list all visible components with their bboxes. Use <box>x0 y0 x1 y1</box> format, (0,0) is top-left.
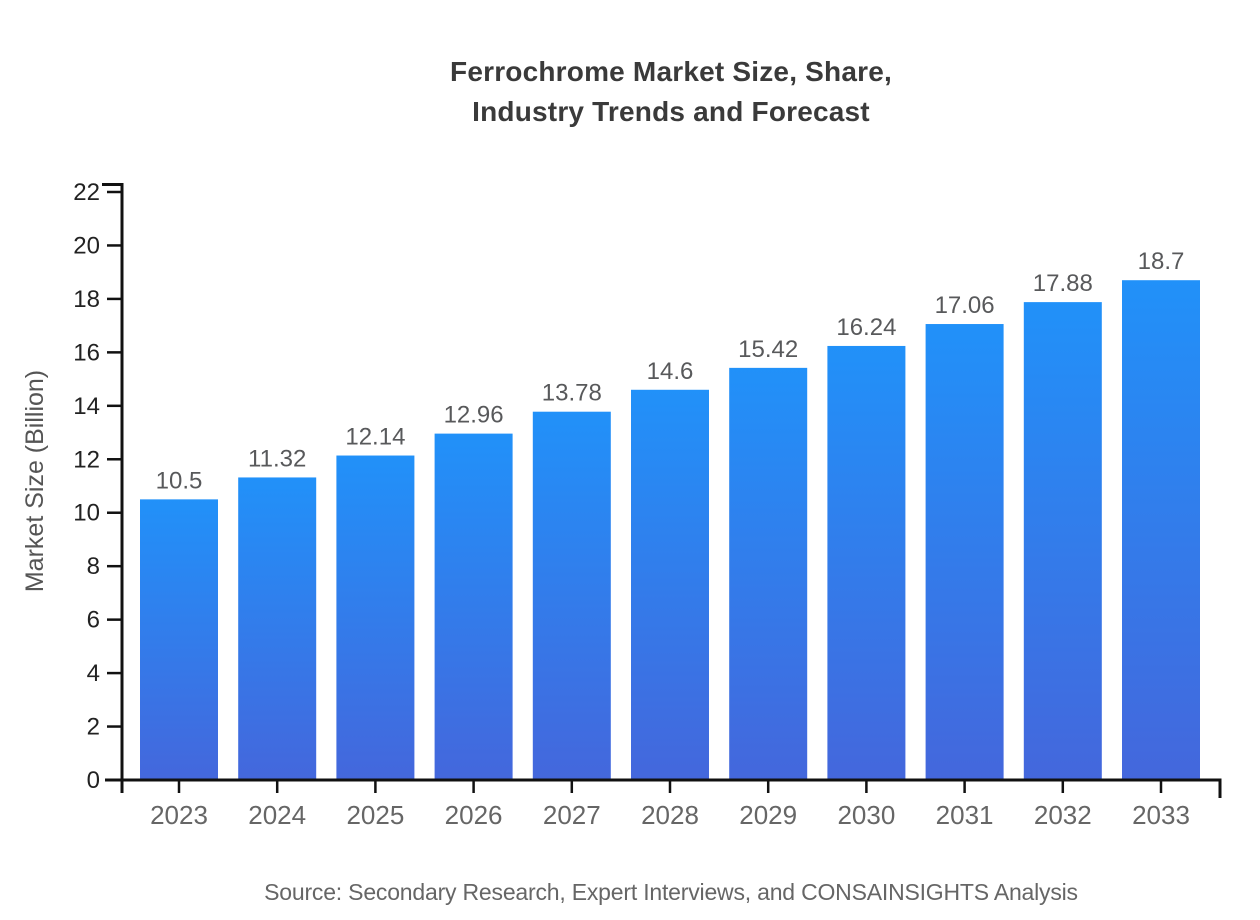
y-tick-label-0: 0 <box>87 767 100 794</box>
y-tick-label-18: 18 <box>73 286 100 313</box>
x-tick-label-2024: 2024 <box>248 800 306 830</box>
y-tick-label-4: 4 <box>87 660 100 687</box>
bar-2031 <box>925 324 1004 780</box>
x-tick-label-2023: 2023 <box>150 800 208 830</box>
bar-2028 <box>631 389 709 780</box>
chart-title-line1: Ferrochrome Market Size, Share, <box>450 56 892 87</box>
x-tick-label-2028: 2028 <box>641 800 699 830</box>
bar-value-label-2033: 18.7 <box>1138 248 1185 275</box>
x-tick-label-2027: 2027 <box>543 800 601 830</box>
y-tick-label-8: 8 <box>87 553 100 580</box>
bar-2025 <box>336 455 415 780</box>
y-tick-label-14: 14 <box>73 393 100 420</box>
chart-title-line2: Industry Trends and Forecast <box>472 96 870 127</box>
bar-2023 <box>140 499 218 780</box>
x-tick-label-2030: 2030 <box>837 800 895 830</box>
chart-title: Ferrochrome Market Size, Share, Industry… <box>122 52 1220 132</box>
y-tick-label-16: 16 <box>73 339 100 366</box>
bar-value-label-2031: 17.06 <box>935 292 995 319</box>
bar-2026 <box>434 433 513 780</box>
y-tick-label-6: 6 <box>87 607 100 634</box>
bar-value-label-2028: 14.6 <box>647 358 694 385</box>
bar-value-label-2032: 17.88 <box>1033 270 1093 297</box>
x-tick-label-2029: 2029 <box>739 800 797 830</box>
bar-2032 <box>1023 302 1102 780</box>
bar-value-label-2026: 12.96 <box>444 402 504 429</box>
bar-value-label-2024: 11.32 <box>248 445 306 472</box>
bar-value-label-2029: 15.42 <box>738 336 798 363</box>
x-tick-label-2033: 2033 <box>1132 800 1190 830</box>
bar-2027 <box>532 411 611 780</box>
x-tick-label-2032: 2032 <box>1034 800 1092 830</box>
y-tick-label-10: 10 <box>73 500 100 527</box>
bar-2029 <box>729 367 808 780</box>
x-tick-label-2025: 2025 <box>346 800 404 830</box>
y-tick-label-20: 20 <box>73 232 100 259</box>
x-tick-label-2026: 2026 <box>445 800 503 830</box>
bar-value-label-2030: 16.24 <box>836 314 896 341</box>
y-tick-label-22: 22 <box>73 179 100 206</box>
bar-value-label-2027: 13.78 <box>542 380 602 407</box>
bar-2024 <box>238 477 317 780</box>
source-note: Source: Secondary Research, Expert Inter… <box>264 879 1078 905</box>
bar-2033 <box>1122 280 1200 780</box>
bar-value-label-2025: 12.14 <box>345 424 405 451</box>
bar-value-label-2023: 10.5 <box>156 467 203 494</box>
bar-2030 <box>827 345 906 780</box>
x-tick-label-2031: 2031 <box>936 800 994 830</box>
y-tick-label-12: 12 <box>73 446 100 473</box>
y-tick-label-2: 2 <box>87 714 100 741</box>
